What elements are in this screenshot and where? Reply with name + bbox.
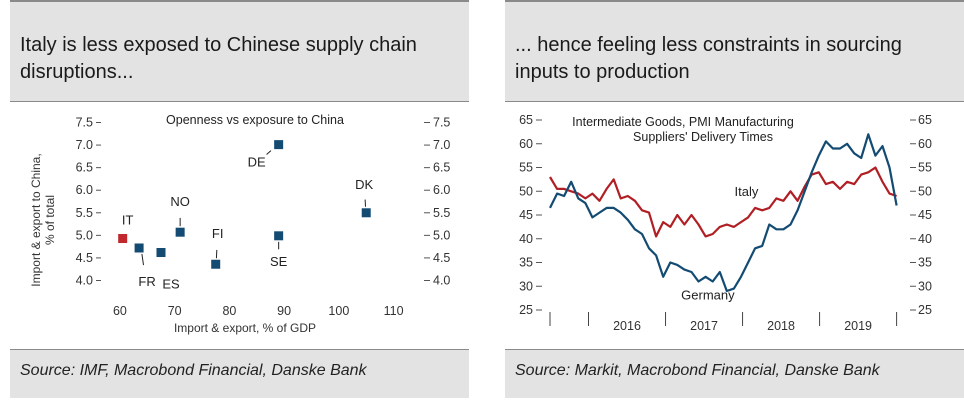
scatter-point-dk — [361, 208, 371, 218]
y-tick-label: 6.0 — [76, 183, 93, 197]
x-tick-label: 2018 — [767, 319, 795, 333]
chart-title-line: Intermediate Goods, PMI Manufacturing — [572, 115, 794, 129]
right-panel-title-box: ... hence feeling less constraints in so… — [505, 0, 964, 101]
y2-tick-label: 6.0 — [433, 183, 450, 197]
y2-tick-label: 7.0 — [433, 138, 450, 152]
chart-title-line: Suppliers' Delivery Times — [633, 130, 773, 144]
scatter-point-no — [175, 227, 185, 237]
y-tick-label: 7.0 — [76, 138, 93, 152]
scatter-point-fr — [134, 243, 144, 253]
right-source-box: Source: Markit, Macrobond Financial, Dan… — [505, 349, 964, 398]
x-tick-label: 110 — [384, 304, 404, 318]
x-tick-label: 60 — [113, 304, 127, 318]
left-panel: Italy is less exposed to Chinese supply … — [10, 0, 469, 398]
y-tick-label: 5.5 — [76, 206, 93, 220]
y-tick-label: 4.5 — [76, 251, 93, 265]
point-label-de: DE — [248, 155, 266, 170]
chart-title: Openness vs exposure to China — [166, 113, 344, 127]
point-label-es: ES — [162, 277, 180, 292]
y-tick-label: 25 — [519, 303, 533, 317]
y2-tick-label: 4.5 — [433, 251, 450, 265]
point-label-fr: FR — [138, 274, 155, 289]
y2-tick-label: 45 — [918, 208, 932, 222]
x-tick-label: 90 — [277, 304, 291, 318]
y2-tick-label: 55 — [918, 161, 932, 175]
y2-tick-label: 65 — [918, 113, 932, 127]
point-label-se: SE — [270, 254, 288, 269]
y2-tick-label: 6.5 — [433, 161, 450, 175]
series-label-germany: Germany — [681, 288, 735, 303]
y2-tick-label: 50 — [918, 184, 932, 198]
y2-tick-label: 5.5 — [433, 206, 450, 220]
y2-tick-label: 60 — [918, 137, 932, 151]
x-tick-label: 2017 — [690, 319, 718, 333]
scatter-point-de — [274, 140, 284, 150]
y-tick-label: 45 — [519, 208, 533, 222]
y-tick-label: 35 — [519, 256, 533, 270]
right-source: Source: Markit, Macrobond Financial, Dan… — [515, 362, 880, 379]
point-leader-fr — [141, 253, 144, 266]
y-tick-label: 6.5 — [76, 161, 93, 175]
y2-tick-label: 4.0 — [433, 273, 450, 287]
y-tick-label: 40 — [519, 232, 533, 246]
y-tick-label: 65 — [519, 113, 533, 127]
scatter-point-se — [274, 231, 284, 241]
x-tick-label: 100 — [328, 304, 349, 318]
scatter-point-it — [118, 234, 128, 244]
y2-tick-label: 30 — [918, 279, 932, 293]
y-tick-label: 60 — [519, 137, 533, 151]
left-panel-title: Italy is less exposed to Chinese supply … — [20, 34, 417, 83]
y2-tick-label: 35 — [918, 256, 932, 270]
y-axis-label-line-2: % of total — [43, 195, 57, 245]
scatter-chart: Openness vs exposure to China 4.0 4.5 5.0 5… — [29, 113, 450, 335]
x-tick-label: 2019 — [844, 319, 872, 333]
scatter-point-fi — [211, 259, 221, 269]
y-tick-label: 5.0 — [76, 228, 93, 242]
left-panel-title-box: Italy is less exposed to Chinese supply … — [10, 0, 469, 101]
series-line-germany — [549, 133, 898, 293]
right-panel-title: ... hence feeling less constraints in so… — [515, 34, 902, 83]
y-axis-label: Import & export to China, % of total — [29, 153, 57, 286]
y2-tick-label: 40 — [918, 232, 932, 246]
chart-title: Intermediate Goods, PMI ManufacturingSup… — [572, 115, 794, 144]
y2-tick-label: 5.0 — [433, 228, 450, 242]
x-axis-label: Import & export, % of GDP — [174, 321, 316, 335]
y-tick-label: 7.5 — [76, 116, 93, 130]
x-tick-label: 80 — [222, 304, 236, 318]
scatter-point-es — [156, 248, 166, 258]
point-label-no: NO — [170, 194, 190, 209]
x-tick-label: 2016 — [613, 319, 641, 333]
left-source: Source: IMF, Macrobond Financial, Danske… — [20, 362, 367, 379]
left-source-box: Source: IMF, Macrobond Financial, Danske… — [10, 349, 469, 398]
y-tick-label: 30 — [519, 279, 533, 293]
x-tick-label: 70 — [168, 304, 182, 318]
line-chart-area: Intermediate Goods, PMI Manufacturing Sup… — [505, 101, 964, 350]
y-tick-label: 50 — [519, 184, 533, 198]
point-label-fi: FI — [212, 226, 224, 241]
point-leader-de — [266, 150, 272, 155]
y-tick-label: 4.0 — [76, 273, 93, 287]
line-chart: Intermediate Goods, PMI ManufacturingSup… — [519, 113, 932, 333]
y2-tick-label: 25 — [918, 303, 932, 317]
point-label-it: IT — [122, 213, 134, 228]
series-label-italy: Italy — [734, 184, 758, 199]
y-tick-label: 55 — [519, 161, 533, 175]
right-panel: ... hence feeling less constraints in so… — [505, 0, 964, 398]
y2-tick-label: 7.5 — [433, 116, 450, 130]
series-line-italy — [549, 166, 897, 238]
point-label-dk: DK — [355, 177, 373, 192]
scatter-chart-area: Openness vs exposure to China 4.0 4.5 5.0 5… — [10, 101, 469, 350]
y-axis-label-line-1: Import & export to China, — [29, 153, 43, 286]
